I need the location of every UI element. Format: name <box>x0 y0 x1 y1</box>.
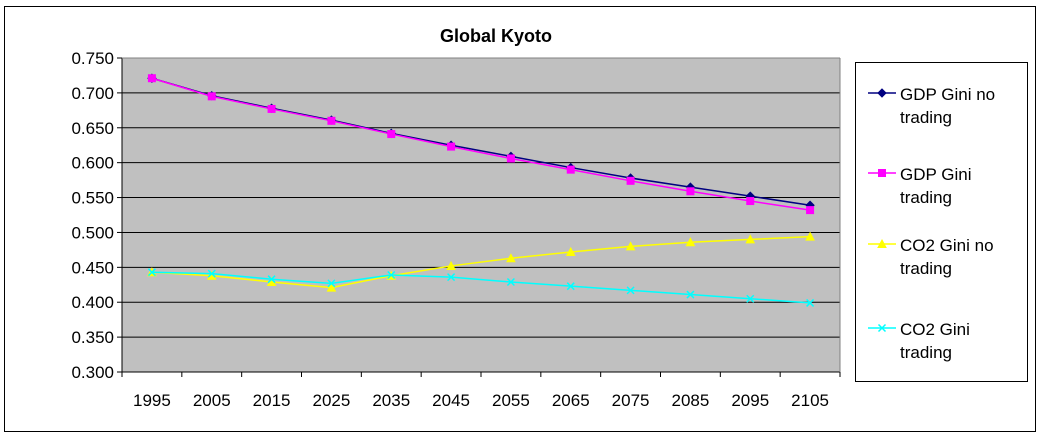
data-point <box>686 290 695 299</box>
legend-item-co2-gini-no-trading: CO2 Gini no trading <box>856 234 1029 294</box>
series-co2-gini-no-trading <box>147 231 815 292</box>
y-tick-label: 0.700 <box>71 84 114 103</box>
data-point <box>506 253 516 263</box>
plot-background <box>122 58 840 372</box>
x-tick-label: 2055 <box>492 391 530 410</box>
series-line-gdp-gini-trading <box>151 77 811 211</box>
legend-label: CO2 Gini trading <box>900 320 970 362</box>
data-point <box>685 237 696 247</box>
legend-label: GDP Gini trading <box>900 165 972 207</box>
chart-title: Global Kyoto <box>440 26 552 46</box>
y-tick-label: 0.650 <box>71 119 114 138</box>
y-tick-label: 0.300 <box>71 363 114 382</box>
series-line-co2-gini-trading <box>151 271 811 304</box>
data-point <box>806 206 815 215</box>
x-tick-label: 2025 <box>313 391 351 410</box>
legend-item-co2-gini-trading: CO2 Gini trading <box>856 318 1029 378</box>
data-point <box>626 286 635 295</box>
data-point <box>147 74 156 83</box>
data-point <box>745 234 756 244</box>
series-co2-gini-trading <box>147 268 815 307</box>
data-point <box>327 116 336 125</box>
data-point <box>506 277 515 287</box>
data-point <box>326 282 337 292</box>
x-tick-label: 2005 <box>193 391 231 410</box>
data-point <box>565 246 576 256</box>
x-tick-label: 2075 <box>612 391 650 410</box>
legend-swatch-co2-gini-no-trading <box>868 238 896 248</box>
x-tick-label: 2035 <box>372 391 410 410</box>
data-point <box>746 197 755 206</box>
plot-area <box>122 58 840 372</box>
legend-marker <box>877 323 887 333</box>
x-tick-label: 2105 <box>791 391 829 410</box>
y-tick-label: 0.500 <box>71 223 114 242</box>
data-point <box>626 176 635 185</box>
data-point <box>387 130 396 139</box>
data-point <box>746 294 755 303</box>
data-point <box>686 187 695 196</box>
y-tick-label: 0.350 <box>71 328 114 347</box>
y-tick-label: 0.450 <box>71 258 114 277</box>
data-point <box>147 268 156 277</box>
legend-swatch-gdp-gini-trading <box>868 169 896 177</box>
data-point <box>806 298 815 307</box>
legend-item-gdp-gini-no-trading: GDP Gini no trading <box>856 83 1029 143</box>
y-tick-label: 0.550 <box>71 189 114 208</box>
x-tick-label: 2015 <box>253 391 291 410</box>
y-axis-ticks: 0.300 0.350 0.400 0.450 0.500 0.550 0.600 0.650… <box>71 49 122 382</box>
legend-label: GDP Gini no trading <box>900 85 996 127</box>
data-point <box>566 165 575 174</box>
data-point <box>566 282 575 291</box>
y-tick-label: 0.400 <box>71 293 114 312</box>
legend-item-gdp-gini-trading: GDP Gini trading <box>856 163 1029 223</box>
y-tick-label: 0.750 <box>71 49 114 68</box>
data-point <box>387 270 396 280</box>
legend-marker <box>878 169 886 177</box>
legend-marker <box>877 238 887 248</box>
data-point <box>446 260 456 270</box>
data-point <box>506 154 515 163</box>
legend-label: CO2 Gini no trading <box>900 236 994 278</box>
x-tick-label: 1995 <box>133 391 171 410</box>
x-tick-label: 2085 <box>672 391 710 410</box>
data-point <box>805 231 815 241</box>
legend: GDP Gini no trading GDP Gini trading CO2… <box>855 62 1028 382</box>
legend-swatch-gdp-gini-no-trading <box>868 88 896 98</box>
data-point <box>267 104 276 113</box>
x-tick-label: 2045 <box>432 391 470 410</box>
legend-swatch-co2-gini-trading <box>868 323 896 333</box>
data-point <box>207 269 216 278</box>
legend-marker <box>877 88 887 98</box>
x-axis-ticks: 1995 2005 2015 2025 2035 2045 2055 2065 2075 2085… <box>121 372 841 410</box>
data-point <box>327 279 336 288</box>
x-tick-label: 2095 <box>731 391 769 410</box>
data-point <box>625 241 636 251</box>
series-gdp-gini-trading <box>147 74 815 215</box>
x-tick-label: 2065 <box>552 391 590 410</box>
series-line-co2-gini-no-trading <box>151 235 811 289</box>
data-point <box>447 142 456 151</box>
data-point <box>447 273 456 282</box>
y-tick-label: 0.600 <box>71 154 114 173</box>
data-point <box>267 275 276 284</box>
series-layer <box>147 73 815 307</box>
data-point <box>207 92 216 101</box>
